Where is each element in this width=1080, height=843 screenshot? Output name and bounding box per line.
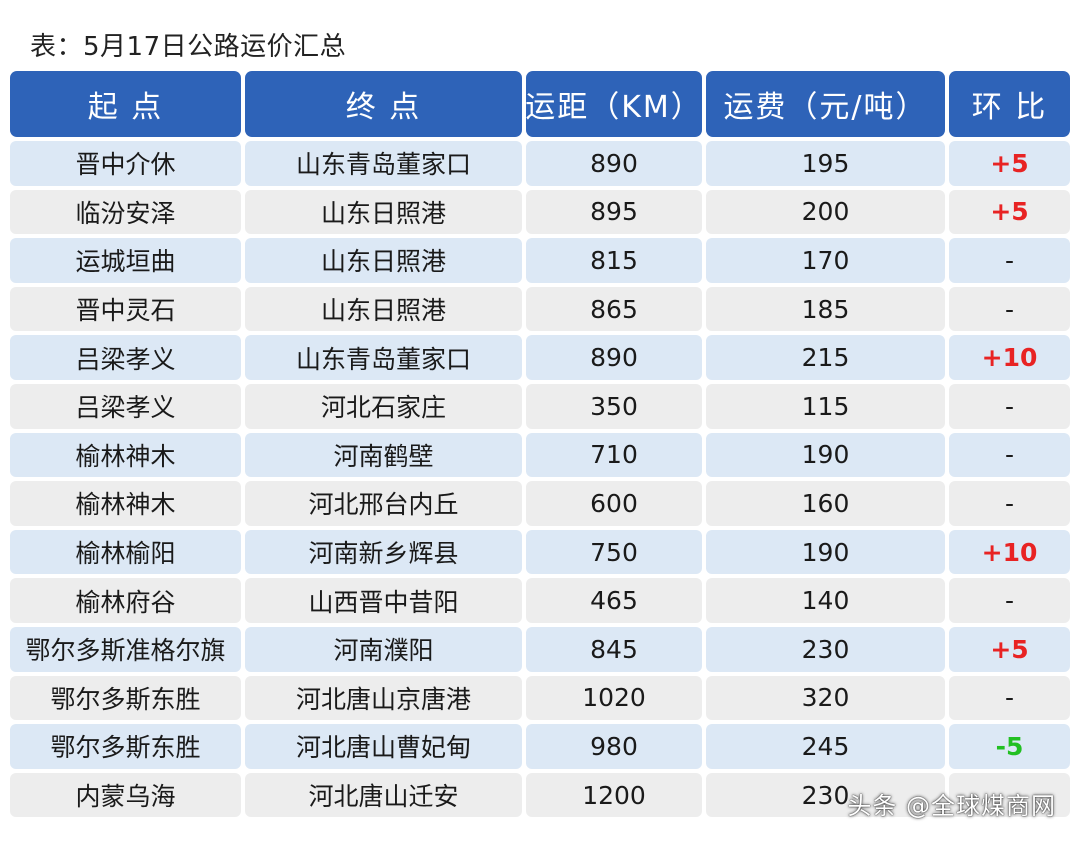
cell-change: - [949,481,1070,526]
cell-fee: 230 [706,626,945,672]
cell-change: +5 [949,626,1070,672]
cell-destination: 山东青岛董家口 [245,335,522,380]
cell-origin: 晋中灵石 [10,286,241,332]
cell-fee: 320 [706,675,945,721]
cell-change: - [949,286,1070,332]
header-destination: 终 点 [245,71,522,137]
cell-distance: 600 [526,481,702,526]
cell-destination: 河南濮阳 [245,626,522,672]
cell-destination: 山西晋中昔阳 [245,578,522,623]
cell-destination: 山东日照港 [245,189,522,235]
cell-origin: 榆林神木 [10,481,241,526]
cell-destination: 山东日照港 [245,286,522,332]
cell-origin: 晋中介休 [10,141,241,186]
cell-change: +5 [949,189,1070,235]
header-origin: 起 点 [10,71,241,137]
cell-change: - [949,383,1070,429]
cell-change: - [949,675,1070,721]
cell-distance: 815 [526,238,702,283]
cell-origin: 内蒙乌海 [10,772,241,818]
cell-origin: 榆林神木 [10,432,241,478]
cell-destination: 山东日照港 [245,238,522,283]
header-change: 环 比 [949,71,1070,137]
cell-distance: 890 [526,141,702,186]
cell-fee: 160 [706,481,945,526]
cell-change: - [949,432,1070,478]
cell-distance: 465 [526,578,702,623]
cell-destination: 河南鹤壁 [245,432,522,478]
cell-fee: 140 [706,578,945,623]
cell-origin: 鄂尔多斯准格尔旗 [10,626,241,672]
cell-destination: 河北邢台内丘 [245,481,522,526]
cell-distance: 895 [526,189,702,235]
cell-change [949,772,1070,818]
cell-destination: 河北唐山曹妃甸 [245,724,522,769]
cell-destination: 河北石家庄 [245,383,522,429]
cell-fee: 170 [706,238,945,283]
cell-distance: 350 [526,383,702,429]
cell-fee: 245 [706,724,945,769]
cell-destination: 河南新乡辉县 [245,529,522,575]
cell-fee: 230 [706,772,945,818]
cell-change: +10 [949,335,1070,380]
cell-change: +5 [949,141,1070,186]
cell-origin: 榆林榆阳 [10,529,241,575]
cell-fee: 215 [706,335,945,380]
cell-change: -5 [949,724,1070,769]
cell-origin: 鄂尔多斯东胜 [10,675,241,721]
cell-origin: 运城垣曲 [10,238,241,283]
cell-change: +10 [949,529,1070,575]
cell-distance: 845 [526,626,702,672]
cell-origin: 鄂尔多斯东胜 [10,724,241,769]
table-caption: 表：5月17日公路运价汇总 [30,32,347,62]
cell-distance: 1200 [526,772,702,818]
cell-origin: 吕梁孝义 [10,335,241,380]
cell-fee: 195 [706,141,945,186]
cell-distance: 1020 [526,675,702,721]
cell-origin: 榆林府谷 [10,578,241,623]
cell-change: - [949,578,1070,623]
header-distance: 运距（KM） [525,71,702,137]
cell-distance: 980 [526,724,702,769]
cell-fee: 200 [706,189,945,235]
cell-distance: 890 [526,335,702,380]
cell-distance: 750 [526,529,702,575]
cell-fee: 190 [706,529,945,575]
cell-change: - [949,238,1070,283]
watermark-text: 头条 @全球煤商网 [847,792,1056,820]
cell-origin: 吕梁孝义 [10,383,241,429]
cell-fee: 115 [706,383,945,429]
freight-rate-table: 起 点 终 点 运距（KM） 运费（元/吨） 环 比 晋中介休 山东青岛董家口 89… [10,71,1070,818]
cell-fee: 190 [706,432,945,478]
cell-destination: 河北唐山京唐港 [245,675,522,721]
cell-destination: 山东青岛董家口 [245,141,522,186]
header-fee: 运费（元/吨） [706,71,945,137]
cell-origin: 临汾安泽 [10,189,241,235]
cell-distance: 865 [526,286,702,332]
cell-fee: 185 [706,286,945,332]
cell-distance: 710 [526,432,702,478]
cell-destination: 河北唐山迁安 [245,772,522,818]
